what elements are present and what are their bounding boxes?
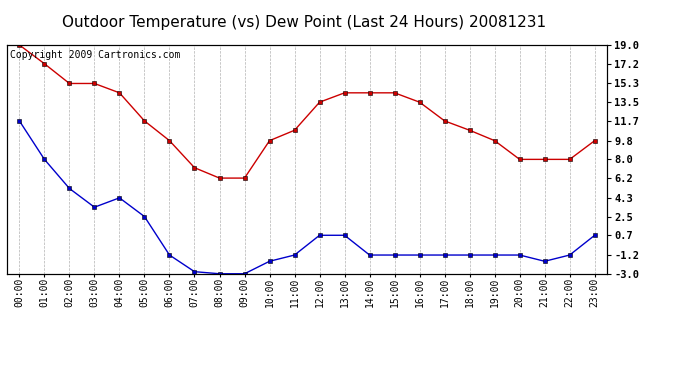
Text: Outdoor Temperature (vs) Dew Point (Last 24 Hours) 20081231: Outdoor Temperature (vs) Dew Point (Last…: [61, 15, 546, 30]
Text: Copyright 2009 Cartronics.com: Copyright 2009 Cartronics.com: [10, 50, 180, 60]
